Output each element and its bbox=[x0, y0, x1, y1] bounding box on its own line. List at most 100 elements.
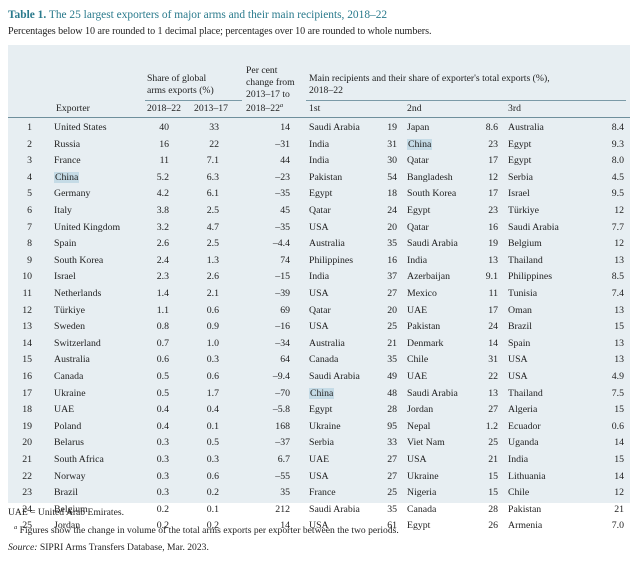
cell-change: –15 bbox=[275, 271, 290, 283]
cell-recipient-3-share: 0.6 bbox=[611, 420, 624, 432]
cell-recipient-1: Qatar bbox=[309, 304, 331, 316]
cell-exporter: Belarus bbox=[54, 437, 84, 449]
cell-share-2013-17: 22 bbox=[209, 138, 219, 150]
cell-recipient-3: Australia bbox=[508, 122, 544, 133]
table-title: Table 1. The 25 largest exporters of maj… bbox=[8, 9, 628, 21]
cell-recipient-2-share: 13 bbox=[488, 254, 498, 266]
cell-change: 212 bbox=[275, 503, 290, 515]
cell-share-2013-17: 0.6 bbox=[206, 470, 219, 482]
cell-share-2013-17: 1.3 bbox=[206, 254, 219, 266]
table-row: 12 Türkiye 1.1 0.6 69 Qatar 20 UAE 17 Oman 13 bbox=[8, 303, 630, 320]
cell-rank: 15 bbox=[22, 354, 32, 366]
cell-share-2018-22: 0.2 bbox=[156, 503, 169, 515]
table-row: 22 Norway 0.3 0.6 –55 USA 27 Ukraine 15 Lithuania… bbox=[8, 469, 630, 486]
cell-share-2018-22: 3.8 bbox=[156, 205, 169, 216]
cell-recipient-1: USA bbox=[309, 221, 329, 233]
table-row: 2 Russia 16 22 –31 India 31 China 23 Egypt 9.3 bbox=[8, 137, 630, 154]
cell-recipient-3: Armenia bbox=[508, 520, 543, 532]
cell-share-2013-17: 0.9 bbox=[206, 321, 219, 333]
cell-change: 14 bbox=[280, 520, 290, 532]
cell-recipient-2-share: 15 bbox=[488, 470, 498, 482]
cell-share-2013-17: 0.3 bbox=[206, 454, 219, 465]
cell-share-2018-22: 0.4 bbox=[156, 420, 169, 432]
cell-exporter: Russia bbox=[54, 138, 81, 150]
cell-rank: 22 bbox=[22, 470, 32, 482]
cell-rank: 9 bbox=[27, 254, 32, 266]
table-row: 14 Switzerland 0.7 1.0 –34 Australia 21 Denmark… bbox=[8, 336, 630, 353]
cell-share-2013-17: 2.1 bbox=[206, 288, 219, 299]
cell-rank: 2 bbox=[27, 138, 32, 150]
cell-recipient-3: Thailand bbox=[508, 387, 543, 399]
cell-change: –55 bbox=[275, 470, 290, 482]
cell-recipient-2-share: 12 bbox=[488, 171, 498, 183]
cell-recipient-3: Pakistan bbox=[508, 503, 542, 515]
cell-recipient-3-share: 7.4 bbox=[611, 288, 624, 299]
cell-recipient-2: UAE bbox=[407, 371, 428, 382]
cell-recipient-3-share: 9.3 bbox=[611, 138, 624, 150]
cell-recipient-3: Philippines bbox=[508, 271, 553, 283]
cell-recipient-1: Philippines bbox=[309, 254, 354, 266]
cell-recipient-1: Egypt bbox=[309, 188, 333, 200]
cell-rank: 7 bbox=[27, 221, 32, 233]
cell-recipient-1: UAE bbox=[309, 454, 330, 465]
cell-share-2018-22: 0.3 bbox=[156, 437, 169, 449]
cell-share-2013-17: 0.2 bbox=[206, 520, 219, 532]
header-change-line4: 2018–22a bbox=[246, 102, 283, 115]
cell-share-2018-22: 1.1 bbox=[156, 304, 169, 316]
cell-recipient-1-share: 27 bbox=[387, 288, 397, 299]
cell-share-2013-17: 0.5 bbox=[206, 437, 219, 449]
cell-change: 45 bbox=[280, 205, 290, 216]
cell-recipient-2: USA bbox=[407, 454, 427, 465]
cell-rank: 8 bbox=[27, 238, 32, 250]
table-row: 1 United States 40 33 14 Saudi Arabia 19 Japan 8… bbox=[8, 120, 630, 137]
cell-share-2013-17: 0.4 bbox=[206, 404, 219, 416]
cell-share-2013-17: 2.5 bbox=[206, 205, 219, 216]
cell-recipient-3-share: 4.5 bbox=[611, 171, 624, 183]
cell-exporter: Türkiye bbox=[54, 304, 86, 316]
table-row: 19 Poland 0.4 0.1 168 Ukraine 95 Nepal 1.2 Ecuado… bbox=[8, 419, 630, 436]
table-label: Table 1. bbox=[8, 9, 47, 21]
cell-recipient-1: Serbia bbox=[309, 437, 335, 449]
cell-share-2013-17: 1.0 bbox=[206, 337, 219, 349]
cell-recipient-1-share: 35 bbox=[387, 354, 397, 366]
cell-recipient-2-share: 31 bbox=[488, 354, 498, 366]
cell-recipient-1-share: 54 bbox=[387, 171, 397, 183]
cell-recipient-2: Qatar bbox=[407, 221, 429, 233]
cell-recipient-3-share: 13 bbox=[614, 304, 624, 316]
cell-recipient-3: USA bbox=[508, 354, 528, 366]
cell-recipient-3-share: 7.0 bbox=[611, 520, 624, 532]
cell-share-2013-17: 2.5 bbox=[206, 238, 219, 250]
cell-recipient-1: USA bbox=[309, 288, 329, 299]
cell-recipient-3-share: 8.4 bbox=[611, 122, 624, 133]
table-row: 16 Canada 0.5 0.6 –9.4 Saudi Arabia 49 UAE 22 USA… bbox=[8, 369, 630, 386]
cell-recipient-2-share: 17 bbox=[488, 304, 498, 316]
cell-change: –23 bbox=[275, 171, 290, 183]
cell-recipient-1-share: 27 bbox=[387, 470, 397, 482]
table-row: 5 Germany 4.2 6.1 –35 Egypt 18 South Korea 17 Isr… bbox=[8, 186, 630, 203]
cell-share-2013-17: 4.7 bbox=[206, 221, 219, 233]
cell-recipient-3: Thailand bbox=[508, 254, 543, 266]
cell-rank: 21 bbox=[22, 454, 32, 465]
cell-share-2018-22: 4.2 bbox=[156, 188, 169, 200]
cell-rank: 23 bbox=[22, 487, 32, 499]
cell-change: –4.4 bbox=[272, 238, 290, 250]
cell-share-2018-22: 0.8 bbox=[156, 321, 169, 333]
header-2018-22: 2018–22 bbox=[147, 103, 181, 114]
footnote-source: Source: SIPRI Arms Transfers Database, M… bbox=[8, 542, 209, 553]
table-row: 23 Brazil 0.3 0.2 35 France 25 Nigeria 15 Chile 12 bbox=[8, 485, 630, 502]
source-text: SIPRI Arms Transfers Database, Mar. 2023… bbox=[39, 542, 209, 553]
cell-recipient-3: Oman bbox=[508, 304, 532, 316]
cell-share-2018-22: 1.4 bbox=[156, 288, 169, 299]
cell-recipient-3: Egypt bbox=[508, 138, 532, 150]
cell-change: 69 bbox=[280, 304, 290, 316]
cell-recipient-1-share: 33 bbox=[387, 437, 397, 449]
cell-recipient-1-share: 37 bbox=[387, 271, 397, 283]
table-row: 4 China 5.2 6.3 –23 Pakistan 54 Bangladesh 12 Ser… bbox=[8, 170, 630, 187]
cell-recipient-2: Japan bbox=[407, 122, 430, 133]
cell-exporter: Netherlands bbox=[54, 288, 102, 299]
cell-recipient-1-share: 24 bbox=[387, 205, 397, 216]
highlight-china: China bbox=[309, 387, 335, 399]
table-row: 24 Belgium 0.2 0.1 212 Saudi Arabia 35 Canada 28… bbox=[8, 502, 630, 519]
cell-recipient-2-share: 16 bbox=[488, 221, 498, 233]
cell-recipient-2-share: 17 bbox=[488, 155, 498, 167]
